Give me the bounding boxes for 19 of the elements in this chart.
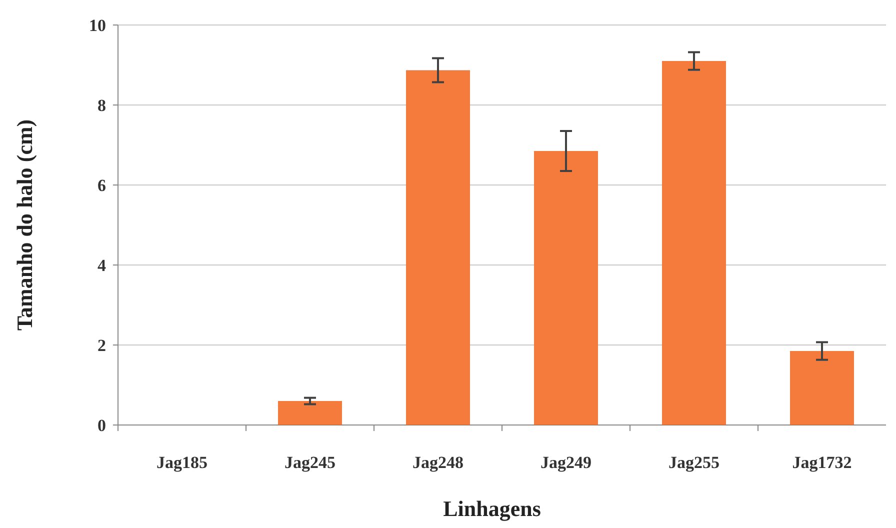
x-tick-label: Jag248	[412, 453, 464, 472]
y-tick-label: 6	[98, 176, 106, 195]
y-tick-label: 2	[98, 336, 106, 355]
x-axis-title: Linhagens	[443, 496, 542, 521]
bar	[662, 61, 726, 425]
y-tick-label: 0	[98, 416, 106, 435]
x-tick-label: Jag255	[668, 453, 720, 472]
bar	[406, 70, 470, 425]
y-tick-label: 8	[98, 96, 106, 115]
y-axis-title: Tamanho do halo (cm)	[12, 119, 37, 331]
y-tick-label: 4	[98, 256, 106, 275]
x-tick-label: Jag185	[156, 453, 208, 472]
x-tick-label: Jag245	[284, 453, 336, 472]
bar	[790, 351, 854, 425]
bar	[534, 151, 598, 425]
y-tick-label: 10	[89, 16, 106, 35]
x-tick-label: Jag1732	[792, 453, 852, 472]
x-tick-label: Jag249	[540, 453, 592, 472]
bar	[278, 401, 342, 425]
